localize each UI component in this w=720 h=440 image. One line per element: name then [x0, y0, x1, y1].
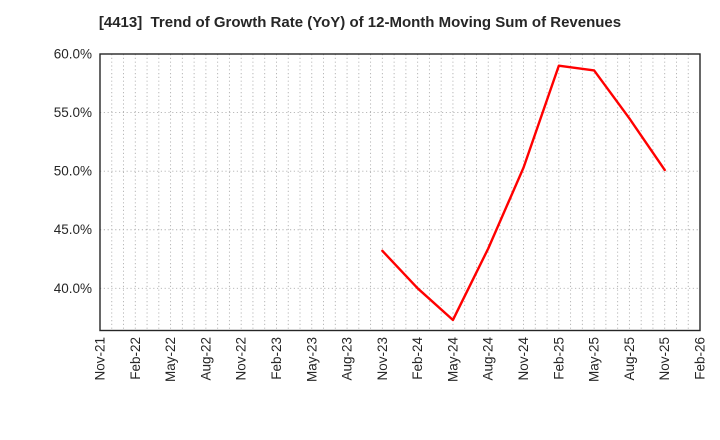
x-tick-label: Feb-24 [410, 337, 425, 380]
plot-border [99, 53, 701, 332]
x-tick-label: Nov-21 [93, 337, 108, 381]
x-tick-label: Feb-25 [551, 337, 566, 380]
x-tick-label: Aug-23 [340, 337, 355, 381]
x-tick-label: Nov-25 [657, 337, 672, 381]
x-tick-label: May-23 [304, 337, 319, 382]
x-tick-label: Feb-26 [693, 337, 708, 380]
growth-rate-series-line [381, 64, 666, 322]
x-tick-label: Aug-25 [622, 337, 637, 381]
y-tick-label: 45.0% [54, 222, 92, 237]
x-tick-label: Aug-22 [198, 337, 213, 381]
y-tick-label: 40.0% [54, 281, 92, 296]
x-tick-label: May-24 [445, 337, 460, 383]
x-tick-label: Feb-22 [128, 337, 143, 380]
x-tick-label: May-22 [163, 337, 178, 382]
y-tick-label: 50.0% [54, 164, 92, 179]
x-tick-label: May-25 [587, 337, 602, 382]
y-tick-label: 60.0% [54, 47, 92, 62]
x-tick-label: Feb-23 [269, 337, 284, 380]
x-tick-label: Nov-23 [375, 337, 390, 381]
x-tick-label: Aug-24 [481, 337, 496, 381]
x-tick-label: Nov-24 [516, 337, 531, 381]
chart-title: [4413] Trend of Growth Rate (YoY) of 12-… [98, 14, 622, 31]
y-tick-label: 55.0% [54, 105, 92, 120]
x-tick-label: Nov-22 [234, 337, 249, 381]
